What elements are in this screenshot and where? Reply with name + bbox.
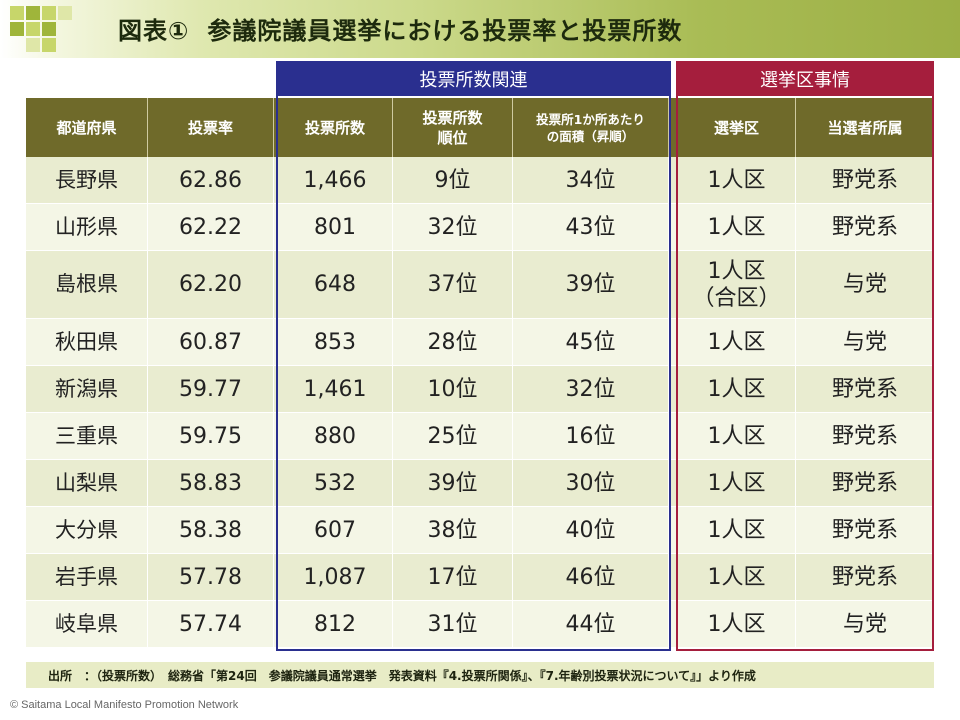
polling-rank-cell: 38位 bbox=[393, 507, 513, 553]
winner-cell: 野党系 bbox=[831, 423, 898, 449]
winner-cell: 野党系 bbox=[831, 214, 898, 240]
turnout-cell: 58.38 bbox=[148, 507, 274, 553]
turnout-cell: 58.83 bbox=[148, 460, 274, 506]
district-cell: 1人区 bbox=[678, 507, 796, 553]
col-header-polling-count: 投票所数 bbox=[278, 98, 393, 157]
district-cell: 1人区 bbox=[678, 204, 796, 250]
col-header-prefecture: 都道府県 bbox=[26, 98, 148, 157]
polling-rank-cell: 25位 bbox=[393, 413, 513, 459]
area-rank-cell: 32位 bbox=[513, 366, 669, 412]
title-text: 参議院議員選挙における投票率と投票所数 bbox=[207, 17, 683, 45]
col-header-district: 選挙区 bbox=[678, 98, 796, 157]
polling-count-cell: 812 bbox=[278, 601, 393, 647]
prefecture-cell: 山梨県 bbox=[26, 460, 148, 506]
title-bar: 図表① 参議院議員選挙における投票率と投票所数 bbox=[0, 0, 960, 58]
col-header-area-rank: 投票所1か所あたり の面積（昇順） bbox=[513, 98, 669, 157]
polling-count-cell: 648 bbox=[278, 251, 393, 318]
polling-rank-cell: 17位 bbox=[393, 554, 513, 600]
area-rank-cell: 44位 bbox=[513, 601, 669, 647]
winner-cell: 与党 bbox=[842, 611, 887, 637]
table-row: 三重県 59.75 880 25位 16位 1人区 野党系 bbox=[26, 413, 934, 460]
col-header-polling-rank: 投票所数 順位 bbox=[393, 98, 513, 157]
polling-rank-cell: 39位 bbox=[393, 460, 513, 506]
polling-count-cell: 1,087 bbox=[278, 554, 393, 600]
logo-squares-icon bbox=[0, 0, 90, 58]
polling-count-cell: 532 bbox=[278, 460, 393, 506]
winner-cell: 与党 bbox=[842, 272, 887, 297]
area-rank-cell: 40位 bbox=[513, 507, 669, 553]
district-cell: 1人区 bbox=[678, 601, 796, 647]
turnout-cell: 57.74 bbox=[148, 601, 274, 647]
turnout-cell: 57.78 bbox=[148, 554, 274, 600]
district-cell: 1人区 bbox=[678, 319, 796, 365]
winner-cell: 与党 bbox=[842, 329, 887, 355]
area-rank-cell: 30位 bbox=[513, 460, 669, 506]
prefecture-cell: 岐阜県 bbox=[26, 601, 148, 647]
table-header: 都道府県 投票率 投票所数 投票所数 順位 投票所1か所あたり の面積（昇順） … bbox=[26, 98, 934, 157]
prefecture-cell: 秋田県 bbox=[26, 319, 148, 365]
winner-cell: 野党系 bbox=[831, 167, 898, 193]
polling-count-cell: 1,466 bbox=[278, 157, 393, 203]
district-cell: 1人区 bbox=[678, 413, 796, 459]
polling-count-cell: 880 bbox=[278, 413, 393, 459]
area-rank-cell: 34位 bbox=[513, 157, 669, 203]
table-row: 秋田県 60.87 853 28位 45位 1人区 与党 bbox=[26, 319, 934, 366]
area-rank-cell: 46位 bbox=[513, 554, 669, 600]
winner-cell: 野党系 bbox=[831, 470, 898, 496]
polling-rank-cell: 32位 bbox=[393, 204, 513, 250]
district-cell: 1人区 bbox=[678, 554, 796, 600]
turnout-cell: 59.77 bbox=[148, 366, 274, 412]
table-row: 岩手県 57.78 1,087 17位 46位 1人区 野党系 bbox=[26, 554, 934, 601]
polling-count-cell: 853 bbox=[278, 319, 393, 365]
polling-rank-cell: 10位 bbox=[393, 366, 513, 412]
turnout-cell: 62.22 bbox=[148, 204, 274, 250]
turnout-cell: 62.20 bbox=[148, 251, 274, 318]
polling-rank-cell: 28位 bbox=[393, 319, 513, 365]
prefecture-cell: 山形県 bbox=[26, 204, 148, 250]
polling-count-cell: 801 bbox=[278, 204, 393, 250]
table-row: 島根県 62.20 648 37位 39位 1人区 （合区） 与党 bbox=[26, 251, 934, 319]
prefecture-cell: 岩手県 bbox=[26, 554, 148, 600]
prefecture-cell: 長野県 bbox=[26, 157, 148, 203]
winner-cell: 野党系 bbox=[831, 517, 898, 543]
turnout-cell: 60.87 bbox=[148, 319, 274, 365]
polling-count-cell: 1,461 bbox=[278, 366, 393, 412]
prefecture-cell: 島根県 bbox=[26, 251, 148, 318]
area-rank-cell: 16位 bbox=[513, 413, 669, 459]
prefecture-cell: 新潟県 bbox=[26, 366, 148, 412]
table-row: 長野県 62.86 1,466 9位 34位 1人区 野党系 bbox=[26, 157, 934, 204]
title-number: 図表① bbox=[118, 17, 190, 45]
area-rank-cell: 43位 bbox=[513, 204, 669, 250]
table-row: 新潟県 59.77 1,461 10位 32位 1人区 野党系 bbox=[26, 366, 934, 413]
winner-cell: 野党系 bbox=[831, 376, 898, 402]
table-row: 山形県 62.22 801 32位 43位 1人区 野党系 bbox=[26, 204, 934, 251]
col-header-winner: 当選者所属 bbox=[827, 118, 903, 137]
turnout-cell: 62.86 bbox=[148, 157, 274, 203]
district-cell: 1人区 （合区） bbox=[678, 251, 796, 318]
page-title: 図表① 参議院議員選挙における投票率と投票所数 bbox=[118, 11, 682, 46]
district-cell: 1人区 bbox=[678, 460, 796, 506]
polling-rank-cell: 31位 bbox=[393, 601, 513, 647]
table-row: 岐阜県 57.74 812 31位 44位 1人区 与党 bbox=[26, 601, 934, 648]
area-rank-cell: 45位 bbox=[513, 319, 669, 365]
district-cell: 1人区 bbox=[678, 157, 796, 203]
area-rank-cell: 39位 bbox=[513, 251, 669, 318]
polling-rank-cell: 37位 bbox=[393, 251, 513, 318]
group-header-district: 選挙区事情 bbox=[677, 61, 933, 96]
col-header-turnout: 投票率 bbox=[148, 98, 274, 157]
polling-rank-cell: 9位 bbox=[393, 157, 513, 203]
district-cell: 1人区 bbox=[678, 366, 796, 412]
group-header-polling: 投票所数関連 bbox=[277, 61, 670, 96]
source-note: 出所 ：（投票所数） 総務省「第24回 参議院議員通常選挙 発表資料『4.投票所… bbox=[26, 662, 934, 688]
table-row: 大分県 58.38 607 38位 40位 1人区 野党系 bbox=[26, 507, 934, 554]
polling-count-cell: 607 bbox=[278, 507, 393, 553]
turnout-cell: 59.75 bbox=[148, 413, 274, 459]
table-row: 山梨県 58.83 532 39位 30位 1人区 野党系 bbox=[26, 460, 934, 507]
prefecture-cell: 大分県 bbox=[26, 507, 148, 553]
prefecture-cell: 三重県 bbox=[26, 413, 148, 459]
copyright: © Saitama Local Manifesto Promotion Netw… bbox=[10, 699, 239, 711]
winner-cell: 野党系 bbox=[831, 564, 898, 590]
